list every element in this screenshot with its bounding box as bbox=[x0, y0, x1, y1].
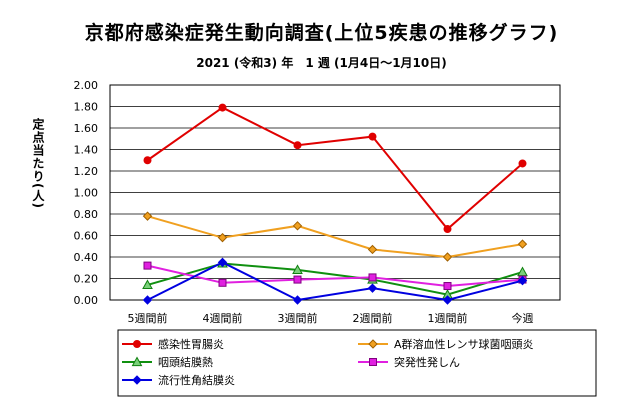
data-point bbox=[518, 159, 527, 168]
legend-label: 突発性発しん bbox=[394, 355, 460, 369]
data-point bbox=[293, 275, 302, 284]
data-point bbox=[293, 141, 302, 150]
legend-label: A群溶血性レンサ球菌咽頭炎 bbox=[394, 337, 534, 351]
legend-marker bbox=[368, 339, 378, 349]
data-point bbox=[142, 211, 153, 221]
data-point bbox=[517, 275, 528, 286]
x-tick-label: 4週間前 bbox=[203, 311, 243, 325]
y-tick-label: 1.00 bbox=[74, 187, 99, 200]
legend-box bbox=[117, 329, 597, 397]
data-point bbox=[367, 283, 378, 293]
data-point bbox=[218, 278, 227, 287]
x-tick-label: 今週 bbox=[512, 311, 534, 325]
y-tick-label: 1.20 bbox=[74, 165, 99, 178]
x-tick-label: 1週間前 bbox=[428, 311, 468, 325]
chart-subtitle: 2021 (令和3) 年 1 週 (1月4日～1月10日) bbox=[196, 56, 447, 70]
data-point bbox=[143, 261, 152, 270]
y-tick-label: 0.20 bbox=[74, 273, 99, 286]
data-point bbox=[367, 244, 378, 255]
y-tick-label: 0.00 bbox=[74, 294, 99, 307]
data-point bbox=[217, 257, 228, 268]
series-line-4 bbox=[147, 264, 523, 288]
series-line-2 bbox=[147, 215, 523, 259]
plot-area bbox=[109, 84, 561, 301]
data-point bbox=[292, 295, 303, 305]
y-tick-label: 0.80 bbox=[74, 208, 99, 221]
legend-marker bbox=[132, 375, 142, 385]
data-point bbox=[368, 273, 377, 282]
y-tick-label: 1.80 bbox=[74, 101, 99, 114]
legend-label: 咽頭結膜熱 bbox=[158, 355, 213, 369]
data-point bbox=[292, 264, 303, 274]
data-point bbox=[443, 225, 452, 234]
data-point bbox=[517, 239, 528, 249]
data-point bbox=[442, 252, 453, 262]
legend-marker bbox=[369, 358, 377, 366]
y-tick-label: 1.40 bbox=[74, 144, 99, 157]
legend-marker bbox=[133, 340, 141, 348]
y-tick-label: 2.00 bbox=[74, 79, 99, 92]
data-point bbox=[442, 295, 453, 305]
data-point bbox=[368, 132, 377, 141]
chart-title: 京都府感染症発生動向調査(上位5疾患の推移グラフ) bbox=[84, 22, 559, 44]
legend-label: 流行性角結膜炎 bbox=[158, 373, 235, 387]
series-line-3 bbox=[147, 262, 523, 296]
y-tick-label: 0.60 bbox=[74, 230, 99, 243]
series-line-1 bbox=[146, 106, 524, 231]
data-point bbox=[142, 279, 153, 290]
legend-label: 感染性胃腸炎 bbox=[158, 337, 224, 351]
series-line-5 bbox=[147, 261, 523, 302]
data-point bbox=[143, 156, 152, 165]
data-point bbox=[218, 103, 227, 112]
y-tick-label: 1.60 bbox=[74, 122, 99, 135]
data-point bbox=[217, 232, 228, 243]
data-point bbox=[292, 221, 303, 231]
data-point bbox=[443, 282, 452, 291]
data-point bbox=[517, 266, 528, 277]
y-axis-label: 定点当たり(人) bbox=[31, 118, 45, 209]
x-tick-label: 2週間前 bbox=[353, 311, 393, 325]
x-tick-label: 5週間前 bbox=[128, 311, 168, 325]
data-point bbox=[142, 295, 153, 305]
x-tick-label: 3週間前 bbox=[278, 311, 318, 325]
y-tick-label: 0.40 bbox=[74, 251, 99, 264]
legend-marker bbox=[131, 356, 143, 367]
